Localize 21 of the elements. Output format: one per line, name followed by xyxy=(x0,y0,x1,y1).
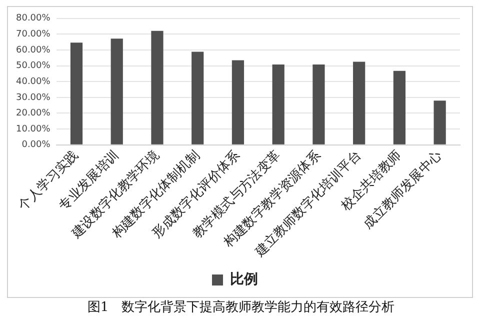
y-tick-label: 50.00% xyxy=(16,61,51,72)
bar xyxy=(232,60,244,144)
y-tick-label: 20.00% xyxy=(16,108,51,119)
bar xyxy=(110,38,123,144)
legend-label: 比例 xyxy=(230,272,258,288)
bar xyxy=(434,100,446,144)
y-tick-label: 30.00% xyxy=(16,92,51,103)
bar xyxy=(312,64,325,144)
bar xyxy=(272,64,284,144)
y-tick-label: 70.00% xyxy=(16,30,51,40)
y-tick-label: 10.00% xyxy=(16,124,51,134)
y-tick-label: 80.00% xyxy=(16,14,51,24)
bar xyxy=(393,70,406,144)
bar xyxy=(151,30,164,144)
y-tick-label: 40.00% xyxy=(16,76,51,87)
bar xyxy=(70,42,83,144)
y-tick-label: 0.00% xyxy=(22,140,51,150)
bar xyxy=(192,52,204,144)
caption: 图1 数字化背景下提高教师教学能力的有效路径分析 xyxy=(86,299,396,316)
bar xyxy=(353,62,366,144)
y-tick-label: 60.00% xyxy=(16,45,51,56)
